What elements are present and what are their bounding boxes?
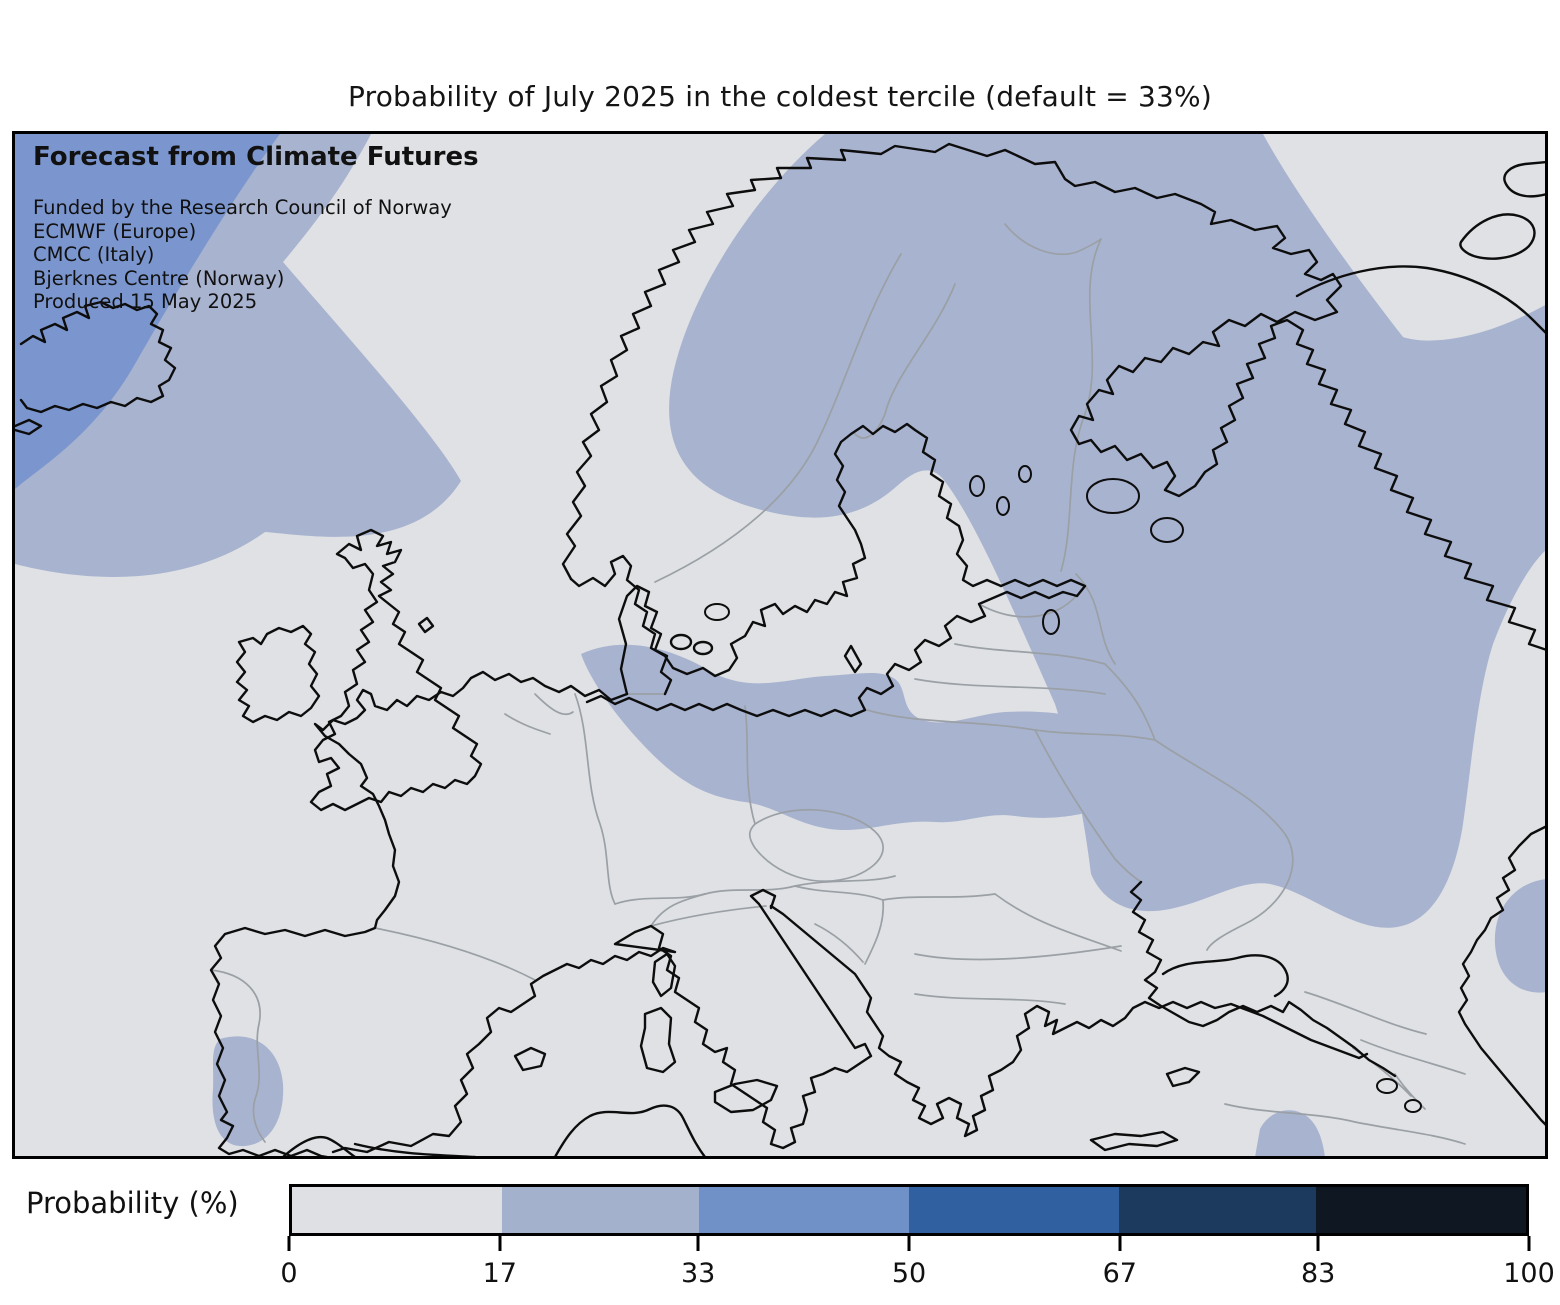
tick-mark-0 [287,1236,291,1251]
colorbar-segment-67-83 [1118,1187,1317,1233]
colorbar-segment-17-33 [501,1187,700,1233]
figure-title: Probability of July 2025 in the coldest … [348,80,1212,113]
tick-label-100: 100 [1503,1258,1555,1289]
colorbar-segment-50-67 [908,1187,1119,1233]
colorbar-axis: 0 17 33 50 67 83 100 [280,1236,1555,1300]
colorbar-segment-83-100 [1316,1187,1526,1233]
tick-label-83: 83 [1301,1258,1336,1289]
credit-ecmwf: ECMWF (Europe) [33,219,197,243]
tick-mark-50 [907,1236,911,1251]
tick-mark-33 [696,1236,700,1251]
attribution-block: Forecast from Climate Futures Funded by … [33,142,479,314]
colorbar-label: Probability (%) [26,1186,239,1220]
probability-shade-17-33 [15,134,1545,1156]
tick-mark-67 [1118,1236,1122,1251]
credit-funding: Funded by the Research Council of Norway [33,196,452,219]
tick-mark-17 [498,1236,502,1251]
colorbar-segment-0-17 [292,1187,502,1233]
country-borders [210,223,1466,1145]
colorbar-segment-33-50 [699,1187,909,1233]
probability-shade-33-50 [15,134,280,489]
credit-produced-date: Produced 15 May 2025 [33,290,258,313]
tick-label-0: 0 [280,1258,298,1289]
tick-label-67: 67 [1102,1258,1137,1289]
lakes [704,465,1422,1113]
credit-cmcc: CMCC (Italy) [33,243,155,266]
map-heading: Forecast from Climate Futures [33,142,479,172]
tick-mark-100 [1527,1236,1531,1251]
europe-probability-map: Forecast from Climate Futures Funded by … [12,131,1548,1159]
probability-colorbar [289,1184,1529,1236]
tick-label-17: 17 [482,1258,517,1289]
coastlines [15,142,1545,1156]
credit-bjerknes: Bjerknes Centre (Norway) [33,266,285,290]
tick-label-50: 50 [891,1258,927,1289]
map-canvas [15,134,1545,1156]
tick-mark-83 [1316,1236,1320,1251]
tick-label-33: 33 [681,1258,716,1289]
